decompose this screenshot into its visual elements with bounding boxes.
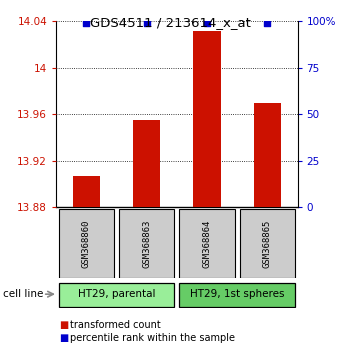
Text: ■: ■ (59, 333, 69, 343)
Bar (133, 120, 160, 207)
Bar (73, 176, 100, 207)
Text: GSM368864: GSM368864 (203, 219, 211, 268)
Text: HT29, 1st spheres: HT29, 1st spheres (190, 289, 284, 299)
Bar (179, 283, 295, 307)
Bar (58, 283, 174, 307)
Text: GSM368865: GSM368865 (263, 219, 272, 268)
Bar (254, 103, 281, 207)
Bar (119, 209, 174, 278)
Text: percentile rank within the sample: percentile rank within the sample (70, 333, 235, 343)
Text: GSM368860: GSM368860 (82, 219, 91, 268)
Point (84, 20, 89, 26)
Text: HT29, parental: HT29, parental (78, 289, 155, 299)
Point (204, 20, 210, 26)
Bar (179, 209, 235, 278)
Text: GSM368863: GSM368863 (142, 219, 151, 268)
Point (265, 20, 270, 26)
Text: cell line: cell line (3, 289, 44, 299)
Bar (240, 209, 295, 278)
Text: ■: ■ (59, 320, 69, 330)
Bar (58, 209, 114, 278)
Text: GDS4511 / 213614_x_at: GDS4511 / 213614_x_at (89, 16, 251, 29)
Bar (193, 30, 221, 207)
Text: transformed count: transformed count (70, 320, 160, 330)
Point (144, 20, 149, 26)
